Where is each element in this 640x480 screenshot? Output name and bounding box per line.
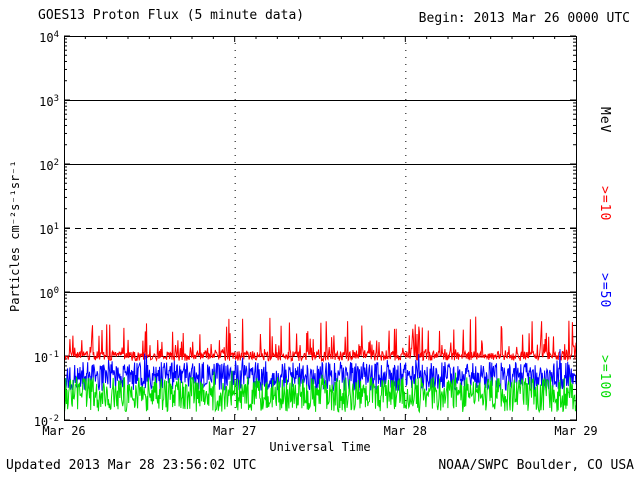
x-tick-label: Mar 27 (212, 424, 257, 438)
updated-timestamp: Updated 2013 Mar 28 23:56:02 UTC (6, 458, 257, 473)
energy-channel-label: >=50 (597, 273, 612, 309)
x-tick-label: Mar 29 (554, 424, 598, 438)
y-tick-label: 102 (39, 158, 59, 173)
chart-title: GOES13 Proton Flux (5 minute data) (38, 8, 305, 23)
y-axis-title: Particles cm⁻²s⁻¹sr⁻¹ (8, 160, 22, 312)
x-tick-label: Mar 28 (383, 424, 427, 438)
energy-channel-label: >=10 (597, 186, 612, 222)
y-tick-label: 103 (39, 94, 59, 109)
x-axis-title: Universal Time (269, 440, 371, 454)
y-tick-label: 104 (39, 30, 59, 45)
y-tick-label: 10-1 (33, 350, 59, 365)
energy-channel-label: >=100 (597, 354, 612, 399)
x-tick-label: Mar 26 (42, 424, 86, 438)
y-tick-label: 10-2 (33, 414, 59, 429)
y-tick-label: 100 (39, 286, 59, 301)
y-tick-label: 101 (39, 222, 59, 237)
begin-time-label: Begin: 2013 Mar 26 0000 UTC (418, 11, 630, 26)
source-attribution: NOAA/SWPC Boulder, CO USA (438, 458, 634, 473)
energy-channel-label: MeV (597, 107, 612, 134)
